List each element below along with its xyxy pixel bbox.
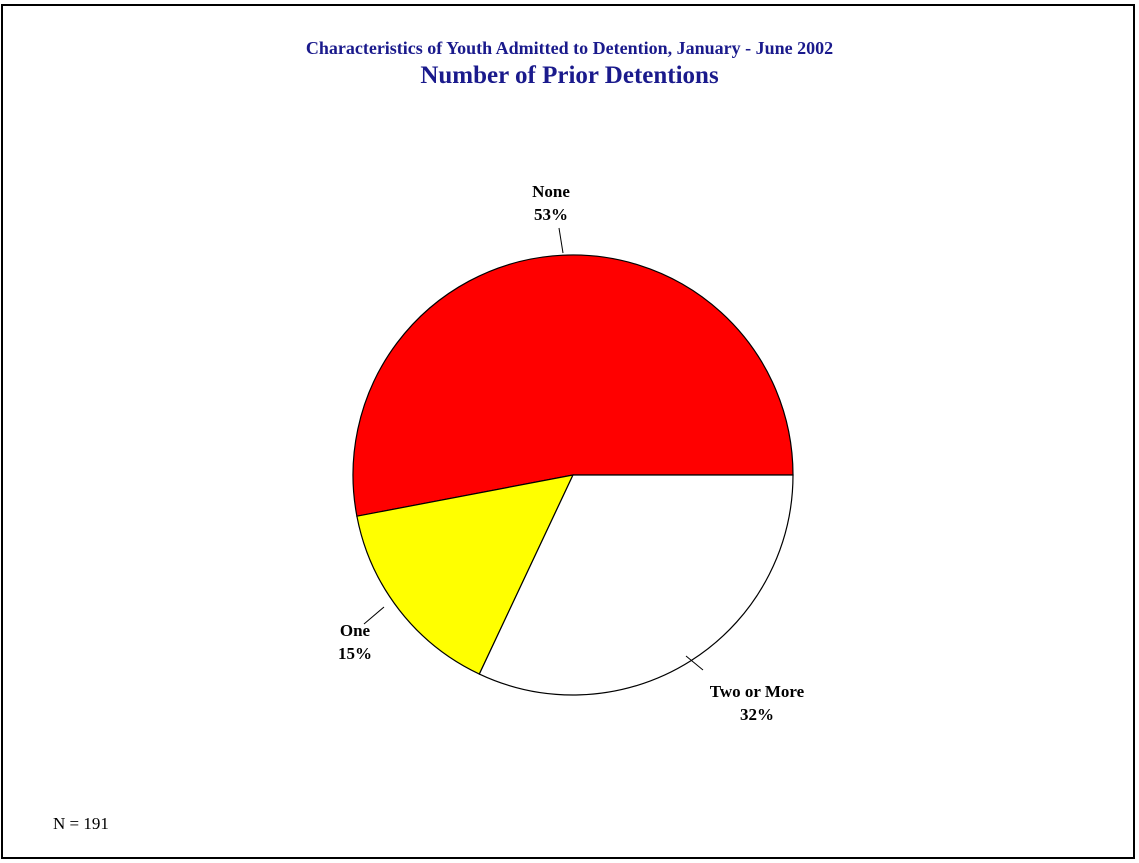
pie-slices [352,254,794,696]
pie-slice-none [352,254,794,517]
slice-label-one: One [340,621,371,640]
slice-label-none: None [532,182,570,201]
sample-size-note: N = 191 [53,814,109,833]
pie-slice-two-or-more [478,474,794,696]
chart-subtitle: Number of Prior Detentions [420,62,719,89]
slice-value-one: 15% [338,644,372,663]
slice-value-none: 53% [534,205,568,224]
leader-line-one [363,606,385,625]
pie-leader-lines [363,227,704,671]
leader-line-two-or-more [685,655,704,671]
pie-labels: None 53% One 15% Two or More 32% [338,182,805,724]
pie-slice-one [356,474,575,675]
slice-value-two-or-more: 32% [740,705,774,724]
leader-line-none [558,227,564,254]
slice-label-two-or-more: Two or More [710,682,805,701]
chart-title: Characteristics of Youth Admitted to Det… [305,38,834,58]
